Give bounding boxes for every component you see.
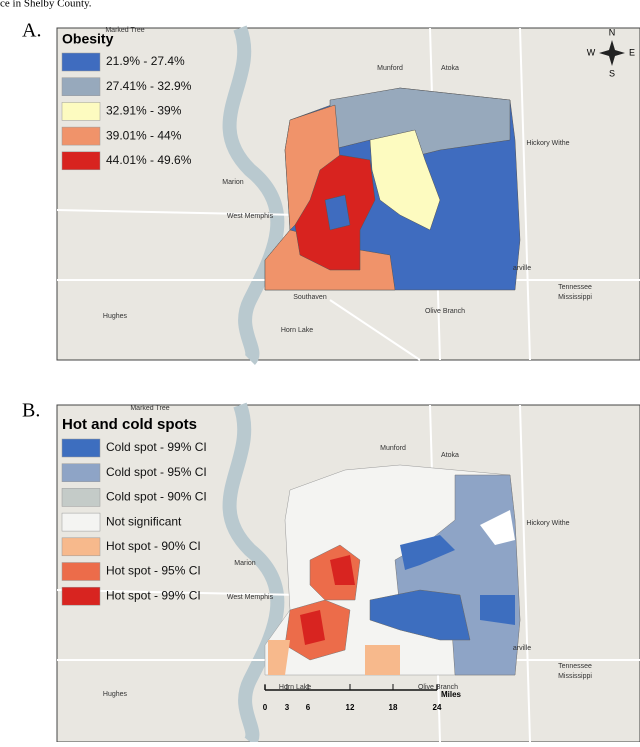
map-a (56, 25, 640, 365)
legend-label: Cold spot - 99% CI (106, 440, 207, 454)
place-label: Tennessee (558, 284, 592, 291)
legend-label: 21.9% - 27.4% (106, 54, 185, 68)
place-label: West Memphis (227, 213, 274, 220)
legend-swatch (61, 488, 101, 507)
legend-swatch (61, 463, 101, 482)
scale-tick-label: 18 (389, 703, 398, 712)
legend-label: 32.91% - 39% (106, 104, 182, 118)
place-label: Munford (380, 445, 406, 452)
place-label: arville (513, 645, 531, 652)
scale-tick-label: 12 (346, 703, 355, 712)
place-label: Atoka (441, 452, 459, 459)
legend-swatch (61, 77, 101, 96)
panel-label: B. (22, 400, 40, 422)
legend-label: Cold spot - 90% CI (106, 490, 207, 504)
compass: N W E S (587, 27, 635, 78)
legend-label: 39.01% - 44% (106, 128, 182, 142)
place-label: Horn Lake (279, 684, 311, 691)
legend-label: 27.41% - 32.9% (106, 79, 192, 93)
place-label: arville (513, 265, 531, 272)
legend-title: Hot and cold spots (62, 416, 197, 433)
legend-label: Hot spot - 90% CI (106, 539, 201, 553)
legend-swatch (61, 586, 101, 606)
legend-label: Cold spot - 95% CI (106, 465, 207, 479)
place-label: Munford (377, 65, 403, 72)
place-label: Marked Tree (105, 27, 144, 34)
legend-swatch (61, 537, 101, 557)
legend-label: Hot spot - 99% CI (106, 588, 201, 602)
caption: ce in Shelby County. (0, 0, 92, 10)
legend-swatch (61, 52, 101, 72)
compass-s: S (609, 68, 615, 78)
place-label: Hughes (103, 313, 128, 320)
compass-w: W (587, 47, 596, 57)
scale-tick-label: 24 (433, 703, 442, 712)
scale-tick-label: 6 (306, 703, 311, 712)
panel-label: A. (22, 20, 41, 42)
legend-label: Hot spot - 95% CI (106, 564, 201, 578)
legend-swatch (61, 512, 101, 532)
legend-swatch (61, 562, 101, 581)
place-label: Southaven (293, 294, 327, 301)
place-label: Marion (222, 179, 244, 186)
place-label: West Memphis (227, 594, 274, 601)
legend-swatch (61, 438, 101, 458)
legend-swatch (61, 126, 101, 146)
scale-tick-label: 0 (263, 703, 268, 712)
place-label: Hickory Withe (526, 520, 569, 527)
place-label: Olive Branch (418, 684, 458, 691)
place-label: Hughes (103, 691, 128, 698)
map-b (56, 402, 640, 747)
scale-bar: Miles 0 3 6 12 18 24 (263, 684, 462, 712)
place-label: Horn Lake (281, 327, 313, 334)
place-label: Mississippi (558, 294, 592, 301)
place-label: Tennessee (558, 663, 592, 670)
compass-e: E (629, 47, 635, 57)
place-label: Atoka (441, 65, 459, 72)
scale-unit: Miles (441, 690, 462, 699)
place-label: Marked Tree (130, 405, 169, 412)
scale-tick-label: 3 (285, 703, 290, 712)
place-label: Hickory Withe (526, 140, 569, 147)
legend-label: Not significant (106, 514, 182, 528)
legend-label: 44.01% - 49.6% (106, 153, 192, 167)
place-label: Mississippi (558, 673, 592, 680)
legend-swatch (61, 102, 101, 121)
legend-title: Obesity (62, 31, 114, 47)
place-label: Olive Branch (425, 308, 465, 315)
compass-n: N (609, 27, 616, 37)
place-label: Marion (234, 560, 256, 567)
legend-swatch (61, 151, 101, 171)
